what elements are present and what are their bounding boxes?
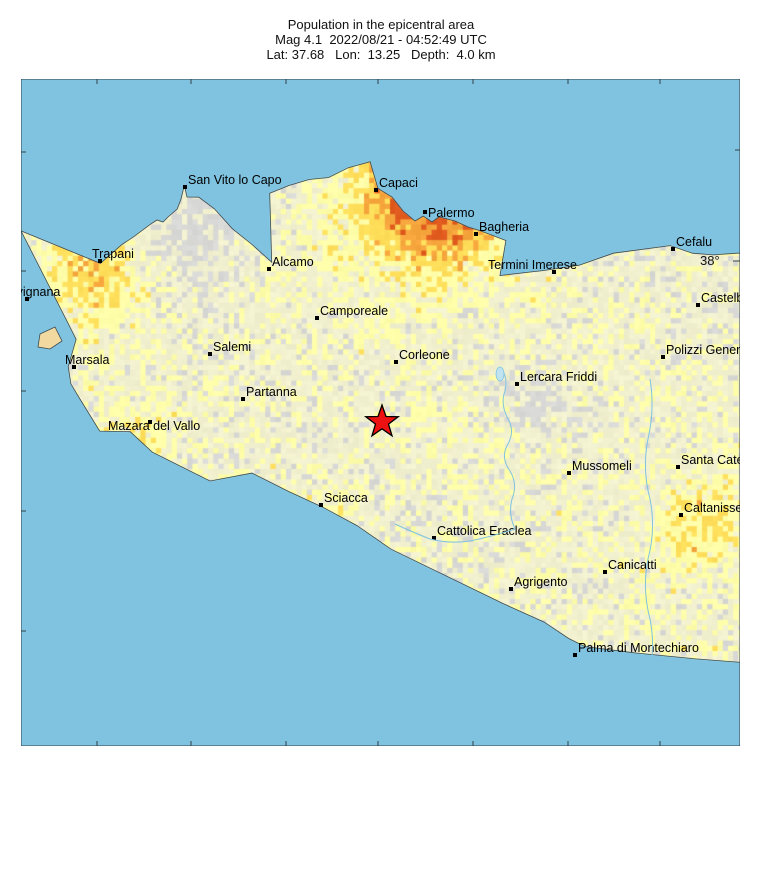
svg-text:Capaci: Capaci (379, 176, 418, 190)
svg-text:Termini Imerese: Termini Imerese (488, 258, 577, 272)
svg-text:Camporeale: Camporeale (320, 304, 388, 318)
svg-text:Palma di Montechiaro: Palma di Montechiaro (578, 641, 699, 655)
svg-text:Castelbuono: Castelbuono (701, 291, 740, 305)
svg-text:Sciacca: Sciacca (324, 491, 368, 505)
svg-text:Trapani: Trapani (92, 247, 134, 261)
svg-text:Lercara Friddi: Lercara Friddi (520, 370, 597, 384)
svg-text:Cattolica Eraclea: Cattolica Eraclea (437, 524, 532, 538)
svg-text:San Vito lo Capo: San Vito lo Capo (188, 173, 282, 187)
svg-text:Mussomeli: Mussomeli (572, 459, 632, 473)
svg-text:Mazara del Vallo: Mazara del Vallo (108, 419, 200, 433)
svg-text:Corleone: Corleone (399, 348, 450, 362)
svg-text:38°: 38° (700, 253, 720, 268)
svg-text:Santa Caterina: Santa Caterina (681, 453, 740, 467)
svg-text:Agrigento: Agrigento (514, 575, 568, 589)
svg-text:Palermo: Palermo (428, 206, 475, 220)
svg-text:Cefalu: Cefalu (676, 235, 712, 249)
svg-text:Favignana: Favignana (21, 285, 60, 299)
svg-text:Canicatti: Canicatti (608, 558, 657, 572)
svg-text:Marsala: Marsala (65, 353, 110, 367)
svg-text:Alcamo: Alcamo (272, 255, 314, 269)
svg-text:Salemi: Salemi (213, 340, 251, 354)
svg-text:Caltanissetta: Caltanissetta (684, 501, 740, 515)
svg-text:Polizzi Generosa: Polizzi Generosa (666, 343, 740, 357)
svg-text:Bagheria: Bagheria (479, 220, 529, 234)
svg-text:Partanna: Partanna (246, 385, 297, 399)
